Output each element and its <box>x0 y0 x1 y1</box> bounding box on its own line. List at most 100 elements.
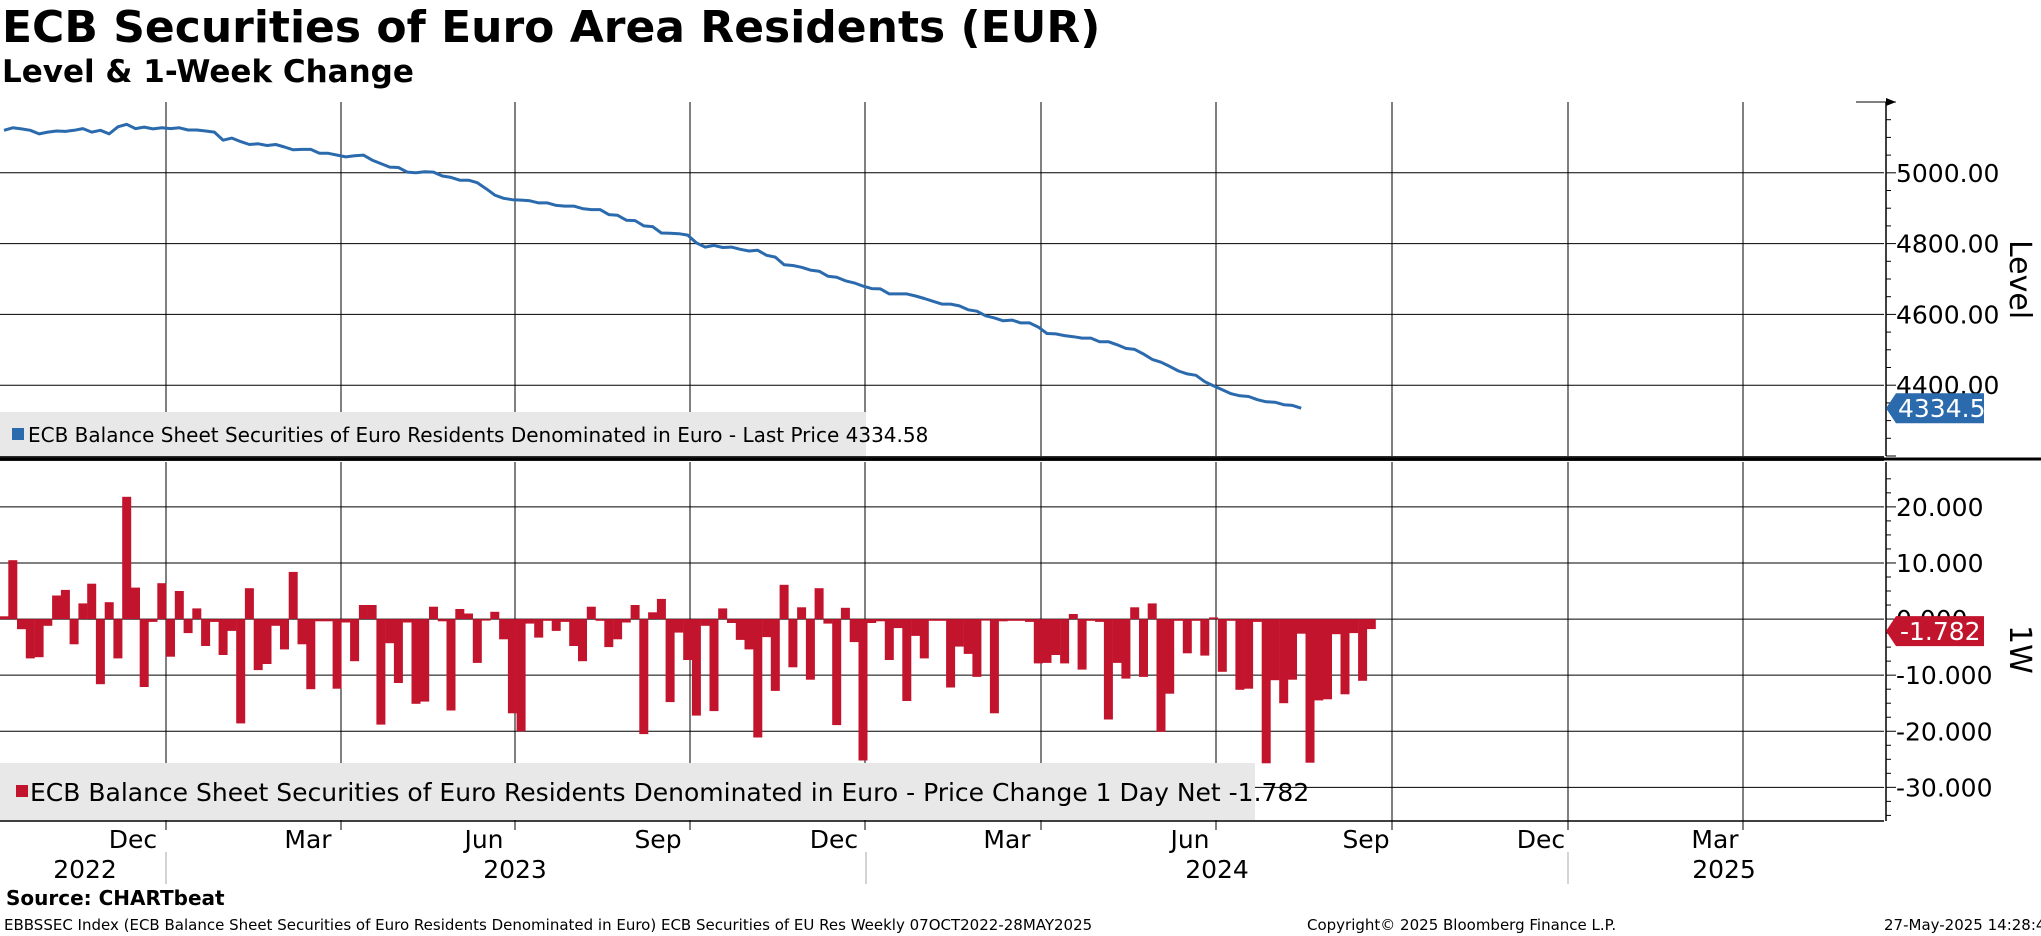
weekly-change-bar <box>1366 619 1376 630</box>
weekly-change-bar <box>779 584 789 619</box>
weekly-change-bar <box>648 612 658 619</box>
weekly-change-bar <box>455 609 465 620</box>
weekly-change-bar <box>411 619 421 704</box>
weekly-change-bar <box>989 619 999 714</box>
weekly-change-bar <box>1279 619 1289 704</box>
weekly-change-bar <box>1086 619 1096 621</box>
weekly-change-bar <box>1340 619 1350 695</box>
weekly-change-bar <box>271 619 281 626</box>
weekly-change-bar <box>534 619 544 638</box>
weekly-change-bar <box>928 619 938 621</box>
y-tick-label-bottom: -20.000 <box>1896 717 1993 746</box>
weekly-change-bar <box>288 571 298 619</box>
weekly-change-bar <box>1103 619 1113 720</box>
weekly-change-bar <box>551 619 561 631</box>
y-tick-label-bottom: 20.000 <box>1896 493 1983 522</box>
weekly-change-bar <box>1358 619 1368 681</box>
weekly-change-bar <box>1068 614 1078 619</box>
weekly-change-bar <box>1147 603 1157 620</box>
chart-title: ECB Securities of Euro Area Residents (E… <box>2 2 1101 53</box>
weekly-change-bar <box>876 619 885 622</box>
x-month-label: Mar <box>1691 825 1739 854</box>
weekly-change-bar <box>148 619 158 622</box>
legend-swatch-top <box>12 428 24 440</box>
weekly-change-bar <box>919 619 929 659</box>
weekly-change-bar <box>1016 619 1026 621</box>
weekly-change-bar <box>34 619 44 658</box>
weekly-change-bar <box>744 619 754 650</box>
weekly-change-bar <box>385 619 395 644</box>
weekly-change-bar <box>8 560 18 620</box>
weekly-change-bar <box>849 619 859 643</box>
weekly-change-bar <box>1130 607 1140 620</box>
weekly-change-bar <box>1349 619 1359 634</box>
weekly-change-bar <box>963 619 973 654</box>
weekly-change-bar <box>1296 619 1306 634</box>
weekly-change-bar <box>280 619 289 650</box>
weekly-change-bar <box>683 619 693 660</box>
weekly-change-bar <box>981 619 991 621</box>
weekly-change-bar <box>192 608 202 620</box>
weekly-change-bar <box>1305 619 1315 763</box>
weekly-change-bar <box>1226 619 1236 621</box>
weekly-change-bar <box>595 619 605 621</box>
weekly-change-bar <box>805 619 815 680</box>
weekly-change-bar <box>884 619 894 660</box>
y-tick-label-top: 4800.00 <box>1896 230 1999 259</box>
weekly-change-bar <box>1270 619 1280 681</box>
weekly-change-bar <box>446 619 456 711</box>
x-month-label: Dec <box>1517 825 1565 854</box>
x-year-label: 2024 <box>1185 855 1249 884</box>
weekly-change-bar <box>674 619 684 633</box>
legend-box-top <box>0 412 866 456</box>
weekly-change-bar <box>367 605 377 619</box>
y-axis-title-1w: 1W <box>2002 625 2037 674</box>
weekly-change-bar <box>78 603 88 620</box>
legend-swatch-bottom <box>16 785 28 797</box>
weekly-change-bar <box>954 619 964 647</box>
y-tick-label-top: 5000.00 <box>1896 159 1999 188</box>
weekly-change-bar <box>350 619 360 662</box>
weekly-change-bar <box>1323 619 1332 700</box>
weekly-change-bar <box>499 619 509 640</box>
weekly-change-bar <box>578 619 587 662</box>
weekly-change-bar <box>183 619 193 634</box>
footer-copyright: Copyright© 2025 Bloomberg Finance L.P. <box>1307 916 1617 934</box>
weekly-change-bar <box>139 619 149 687</box>
footer-timestamp: 27-May-2025 14:28:43 <box>1884 916 2041 934</box>
weekly-change-bar <box>297 619 307 645</box>
y-tick-label-bottom: -10.000 <box>1896 661 1993 690</box>
weekly-change-bar <box>1217 619 1227 672</box>
x-year-label: 2025 <box>1692 855 1756 884</box>
weekly-change-bar <box>376 619 386 725</box>
weekly-change-bar <box>166 619 175 657</box>
weekly-change-bar <box>60 589 70 620</box>
weekly-change-bar <box>691 619 701 716</box>
level-line <box>3 122 1302 410</box>
weekly-change-bar <box>972 619 982 677</box>
legend-box-bottom <box>0 763 1255 820</box>
x-month-label: Sep <box>1342 825 1389 854</box>
weekly-change-bar <box>201 619 211 646</box>
x-month-label: Sep <box>634 825 681 854</box>
weekly-change-bar <box>1191 619 1201 621</box>
weekly-change-bar <box>630 605 640 619</box>
weekly-change-bar <box>1182 619 1192 654</box>
weekly-change-bar <box>244 588 254 620</box>
last-value-text-level: 4334.58 <box>1898 394 2001 423</box>
weekly-change-bar <box>481 619 491 621</box>
weekly-change-bar <box>1042 619 1052 663</box>
weekly-change-bar <box>937 619 947 621</box>
legend-text-bottom: ECB Balance Sheet Securities of Euro Res… <box>30 778 1309 807</box>
weekly-change-bar <box>613 619 623 640</box>
weekly-change-bar <box>209 619 219 622</box>
weekly-change-bar <box>174 591 184 619</box>
weekly-change-bar <box>735 619 745 640</box>
weekly-change-bar <box>569 619 579 646</box>
weekly-change-bar <box>17 619 26 630</box>
weekly-change-bar <box>1235 619 1245 690</box>
x-year-label: 2022 <box>53 855 117 884</box>
weekly-change-bar <box>718 608 728 620</box>
x-month-label: Dec <box>810 825 858 854</box>
weekly-change-bar <box>902 619 912 701</box>
